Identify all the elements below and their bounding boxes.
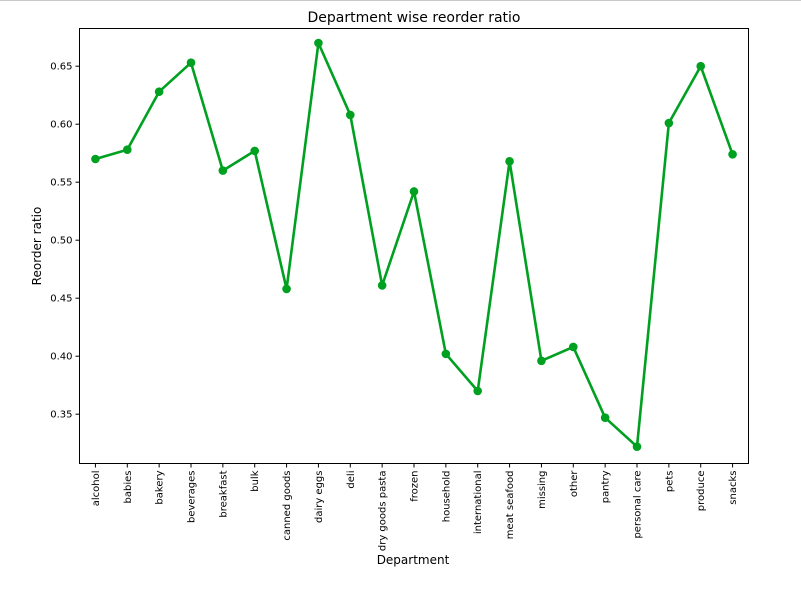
plot-frame	[79, 28, 749, 464]
x-axis: alcohol babies bakery beverages breakfast bul…	[91, 463, 739, 552]
y-tick-label: 0.40	[50, 352, 72, 363]
x-tick-label: pantry	[601, 470, 612, 503]
x-tick-label: snacks	[728, 471, 739, 505]
x-tick-label: frozen	[410, 471, 421, 502]
data-point-other	[568, 342, 578, 352]
x-tick-label: dairy eggs	[314, 471, 325, 524]
y-tick-label: 0.50	[50, 236, 72, 247]
y-tick-label: 0.65	[50, 62, 72, 73]
x-tick-label: canned goods	[282, 471, 293, 541]
data-point-pets	[664, 118, 674, 128]
x-tick-label: meat seafood	[505, 471, 516, 540]
x-axis-label: Department	[377, 553, 450, 567]
x-tick-label: bakery	[155, 470, 166, 504]
data-point-frozen	[409, 187, 419, 196]
y-tick-label: 0.35	[50, 410, 72, 421]
data-point-breakfast	[218, 166, 228, 175]
data-point-produce	[696, 61, 706, 71]
data-point-babies	[122, 145, 132, 155]
data-point-deli	[345, 110, 355, 120]
x-tick-label: international	[473, 471, 484, 535]
data-point-personal-care	[632, 442, 642, 451]
data-point-pantry	[600, 413, 610, 422]
y-tick-label: 0.60	[50, 120, 72, 131]
chart-title: Department wise reorder ratio	[308, 10, 521, 26]
x-tick-label: babies	[123, 471, 134, 504]
y-tick-label: 0.45	[50, 294, 72, 305]
window-top-border	[0, 0, 801, 1]
x-tick-label: missing	[537, 471, 548, 509]
data-point-meat-seafood	[505, 157, 514, 166]
x-tick-label: pets	[664, 471, 675, 493]
x-tick-label: dry goods pasta	[378, 471, 389, 552]
x-tick-label: beverages	[187, 471, 198, 524]
x-tick-label: deli	[346, 471, 357, 489]
series-line	[95, 41, 734, 448]
data-point-dry-goods-pasta	[377, 281, 387, 290]
data-point-canned-goods	[282, 284, 291, 294]
x-tick-label: breakfast	[218, 470, 229, 517]
data-point-snacks	[728, 150, 737, 159]
data-point-beverages	[186, 58, 196, 68]
x-tick-label: bulk	[250, 470, 261, 491]
data-point-missing	[537, 356, 546, 366]
y-axis-label: Reorder ratio	[30, 207, 44, 286]
y-axis: 0.35 0.40 0.45 0.50 0.55 0.60 0.65	[50, 62, 80, 421]
data-point-international	[473, 386, 483, 396]
x-tick-label: other	[569, 470, 580, 498]
data-point-household	[441, 349, 451, 359]
x-tick-label: personal care	[633, 471, 644, 539]
x-tick-label: household	[441, 471, 452, 523]
series-reorder-ratio	[91, 38, 737, 451]
x-tick-label: produce	[696, 471, 707, 512]
data-point-dairy-eggs	[314, 38, 323, 48]
data-point-bulk	[250, 146, 260, 156]
data-point-alcohol	[91, 154, 100, 164]
y-tick-label: 0.55	[50, 178, 72, 189]
data-point-bakery	[154, 87, 164, 97]
x-tick-label: alcohol	[91, 471, 102, 507]
